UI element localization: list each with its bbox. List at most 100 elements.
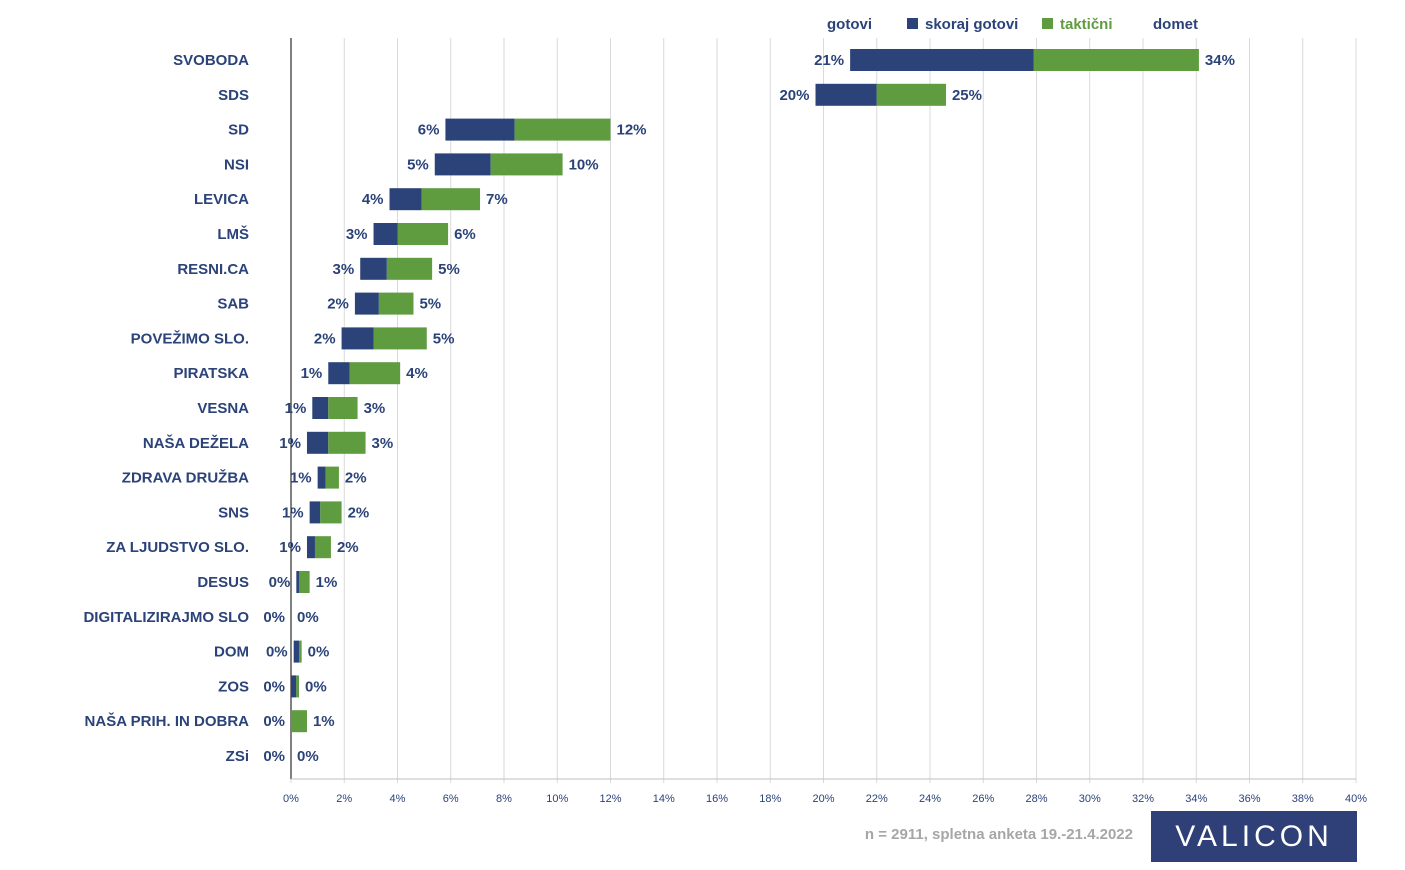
category-label: PIRATSKA bbox=[173, 365, 249, 382]
domet-label: 7% bbox=[486, 191, 508, 208]
bar-skoraj-gotovi bbox=[317, 466, 326, 489]
x-tick-label: 8% bbox=[496, 793, 512, 805]
bar-skoraj-gotovi bbox=[850, 49, 1034, 71]
category-label: SNS bbox=[218, 504, 249, 521]
gotovi-label: 6% bbox=[418, 122, 440, 139]
domet-label: 3% bbox=[364, 400, 386, 417]
gotovi-label: 0% bbox=[263, 713, 285, 730]
domet-label: 4% bbox=[406, 365, 428, 382]
x-tick-label: 16% bbox=[706, 793, 728, 805]
gotovi-label: 5% bbox=[407, 156, 429, 173]
category-label: LEVICA bbox=[194, 191, 249, 208]
x-tick-label: 36% bbox=[1238, 793, 1260, 805]
x-tick-label: 30% bbox=[1079, 793, 1101, 805]
x-tick-label: 6% bbox=[443, 793, 459, 805]
x-tick-label: 4% bbox=[390, 793, 406, 805]
domet-label: 6% bbox=[454, 226, 476, 243]
gotovi-label: 21% bbox=[814, 52, 844, 69]
x-tick-label: 0% bbox=[283, 793, 299, 805]
x-tick-label: 38% bbox=[1292, 793, 1314, 805]
domet-label: 0% bbox=[308, 644, 330, 661]
gotovi-label: 0% bbox=[266, 644, 288, 661]
category-label: RESNI.CA bbox=[177, 261, 249, 278]
gotovi-label: 0% bbox=[263, 748, 285, 765]
gotovi-label: 1% bbox=[279, 539, 301, 556]
domet-label: 2% bbox=[337, 539, 359, 556]
bar-skoraj-gotovi bbox=[328, 362, 350, 385]
domet-label: 0% bbox=[297, 748, 319, 765]
category-label: SVOBODA bbox=[173, 52, 249, 69]
category-label: DIGITALIZIRAJMO SLO bbox=[83, 609, 249, 626]
category-label: NSI bbox=[224, 156, 249, 173]
domet-label: 5% bbox=[438, 261, 460, 278]
bar-skoraj-gotovi bbox=[306, 536, 315, 559]
legend-swatch bbox=[907, 18, 918, 29]
category-label: SDS bbox=[218, 87, 249, 104]
bar-skoraj-gotovi bbox=[341, 327, 374, 350]
bar-takticni bbox=[325, 466, 339, 489]
legend-label: gotovi bbox=[827, 16, 872, 33]
gotovi-label: 20% bbox=[779, 87, 809, 104]
bar-skoraj-gotovi bbox=[373, 223, 398, 245]
domet-label: 1% bbox=[316, 574, 338, 591]
x-tick-label: 20% bbox=[812, 793, 834, 805]
category-label: ZDRAVA DRUŽBA bbox=[122, 469, 249, 487]
bar-skoraj-gotovi bbox=[312, 397, 329, 419]
bar-skoraj-gotovi bbox=[296, 571, 299, 593]
gotovi-label: 3% bbox=[346, 226, 368, 243]
gotovi-label: 1% bbox=[301, 365, 323, 382]
domet-label: 2% bbox=[348, 504, 370, 521]
gotovi-label: 2% bbox=[327, 296, 349, 313]
labels: 0% 2% 4% 6% 8% 10% 12% 14% 16% 18% 20% 22% 24% 26% 28%… bbox=[83, 52, 1367, 805]
footnote: n = 2911, spletna anketa 19.-21.4.2022 bbox=[864, 826, 1133, 843]
category-label: SD bbox=[228, 122, 249, 139]
domet-label: 2% bbox=[345, 470, 367, 487]
x-tick-label: 24% bbox=[919, 793, 941, 805]
bar-takticni bbox=[298, 640, 302, 663]
bar-takticni bbox=[328, 431, 366, 454]
category-label: ZOS bbox=[218, 678, 249, 695]
grid-lines bbox=[290, 38, 1357, 783]
bar-takticni bbox=[296, 675, 299, 698]
x-tick-label: 26% bbox=[972, 793, 994, 805]
bar-takticni bbox=[320, 501, 342, 524]
category-label: LMŠ bbox=[217, 225, 249, 243]
legend-label: taktični bbox=[1060, 16, 1113, 33]
bar-takticni bbox=[421, 188, 481, 211]
category-label: NAŠA DEŽELA bbox=[143, 434, 249, 452]
x-tick-label: 32% bbox=[1132, 793, 1154, 805]
bar-skoraj-gotovi bbox=[815, 83, 877, 106]
category-label: ZSi bbox=[226, 748, 249, 765]
gotovi-label: 0% bbox=[263, 678, 285, 695]
category-label: SAB bbox=[217, 296, 249, 313]
bar-skoraj-gotovi bbox=[445, 118, 515, 141]
legend: gotovi skoraj gotovi taktični domet bbox=[827, 16, 1198, 33]
bar-skoraj-gotovi bbox=[306, 431, 329, 454]
bar-takticni bbox=[373, 327, 427, 350]
bar-takticni bbox=[876, 83, 946, 106]
legend-label: domet bbox=[1153, 16, 1198, 33]
gotovi-label: 1% bbox=[282, 504, 304, 521]
bar-takticni bbox=[386, 257, 433, 280]
bar-skoraj-gotovi bbox=[291, 675, 297, 698]
bar-takticni bbox=[397, 223, 449, 245]
x-tick-label: 14% bbox=[653, 793, 675, 805]
bar-takticni bbox=[291, 710, 307, 733]
gotovi-label: 1% bbox=[279, 435, 301, 452]
legend-swatch bbox=[1042, 18, 1053, 29]
bar-takticni bbox=[490, 153, 563, 176]
bar-skoraj-gotovi bbox=[354, 292, 379, 315]
bar-skoraj-gotovi bbox=[360, 257, 387, 280]
domet-label: 25% bbox=[952, 87, 982, 104]
category-label: NAŠA PRIH. IN DOBRA bbox=[85, 712, 250, 730]
domet-label: 3% bbox=[372, 435, 394, 452]
bar-skoraj-gotovi bbox=[293, 640, 299, 663]
gotovi-label: 0% bbox=[269, 574, 291, 591]
category-label: DOM bbox=[214, 644, 249, 661]
gotovi-label: 1% bbox=[285, 400, 307, 417]
bar-skoraj-gotovi bbox=[434, 153, 491, 176]
bar-takticni bbox=[328, 397, 358, 419]
gotovi-label: 2% bbox=[314, 330, 336, 347]
x-tick-label: 18% bbox=[759, 793, 781, 805]
